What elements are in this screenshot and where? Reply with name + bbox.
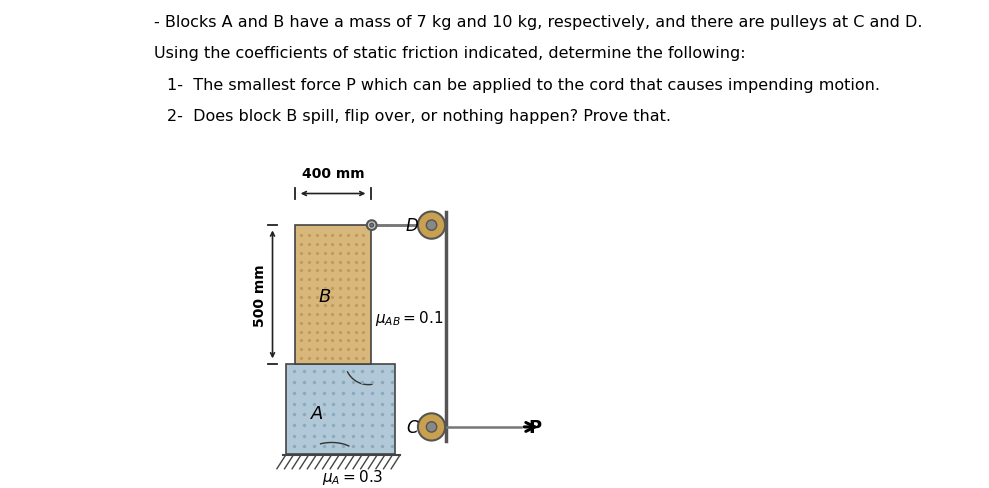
Text: $\mu_{AB}=0.1$: $\mu_{AB}=0.1$: [375, 308, 443, 327]
Text: 400 mm: 400 mm: [302, 166, 364, 181]
Circle shape: [418, 413, 445, 441]
Circle shape: [418, 212, 445, 239]
Text: Using the coefficients of static friction indicated, determine the following:: Using the coefficients of static frictio…: [154, 46, 746, 61]
Bar: [296, 225, 371, 364]
Text: 2-  Does block B spill, flip over, or nothing happen? Prove that.: 2- Does block B spill, flip over, or not…: [166, 109, 671, 124]
Text: $\mu_A=0.3$: $\mu_A=0.3$: [322, 467, 384, 486]
Circle shape: [367, 221, 377, 230]
Text: 500 mm: 500 mm: [252, 264, 267, 326]
Text: P: P: [529, 418, 542, 436]
Circle shape: [370, 224, 374, 227]
Text: A: A: [312, 405, 323, 423]
Circle shape: [426, 422, 437, 432]
Bar: [286, 364, 395, 454]
Text: B: B: [318, 287, 330, 305]
Circle shape: [426, 221, 437, 231]
Text: C: C: [406, 418, 418, 436]
Text: D: D: [405, 217, 418, 235]
Text: 1-  The smallest force P which can be applied to the cord that causes impending : 1- The smallest force P which can be app…: [166, 78, 879, 93]
Text: - Blocks A and B have a mass of 7 kg and 10 kg, respectively, and there are pull: - Blocks A and B have a mass of 7 kg and…: [154, 15, 923, 30]
